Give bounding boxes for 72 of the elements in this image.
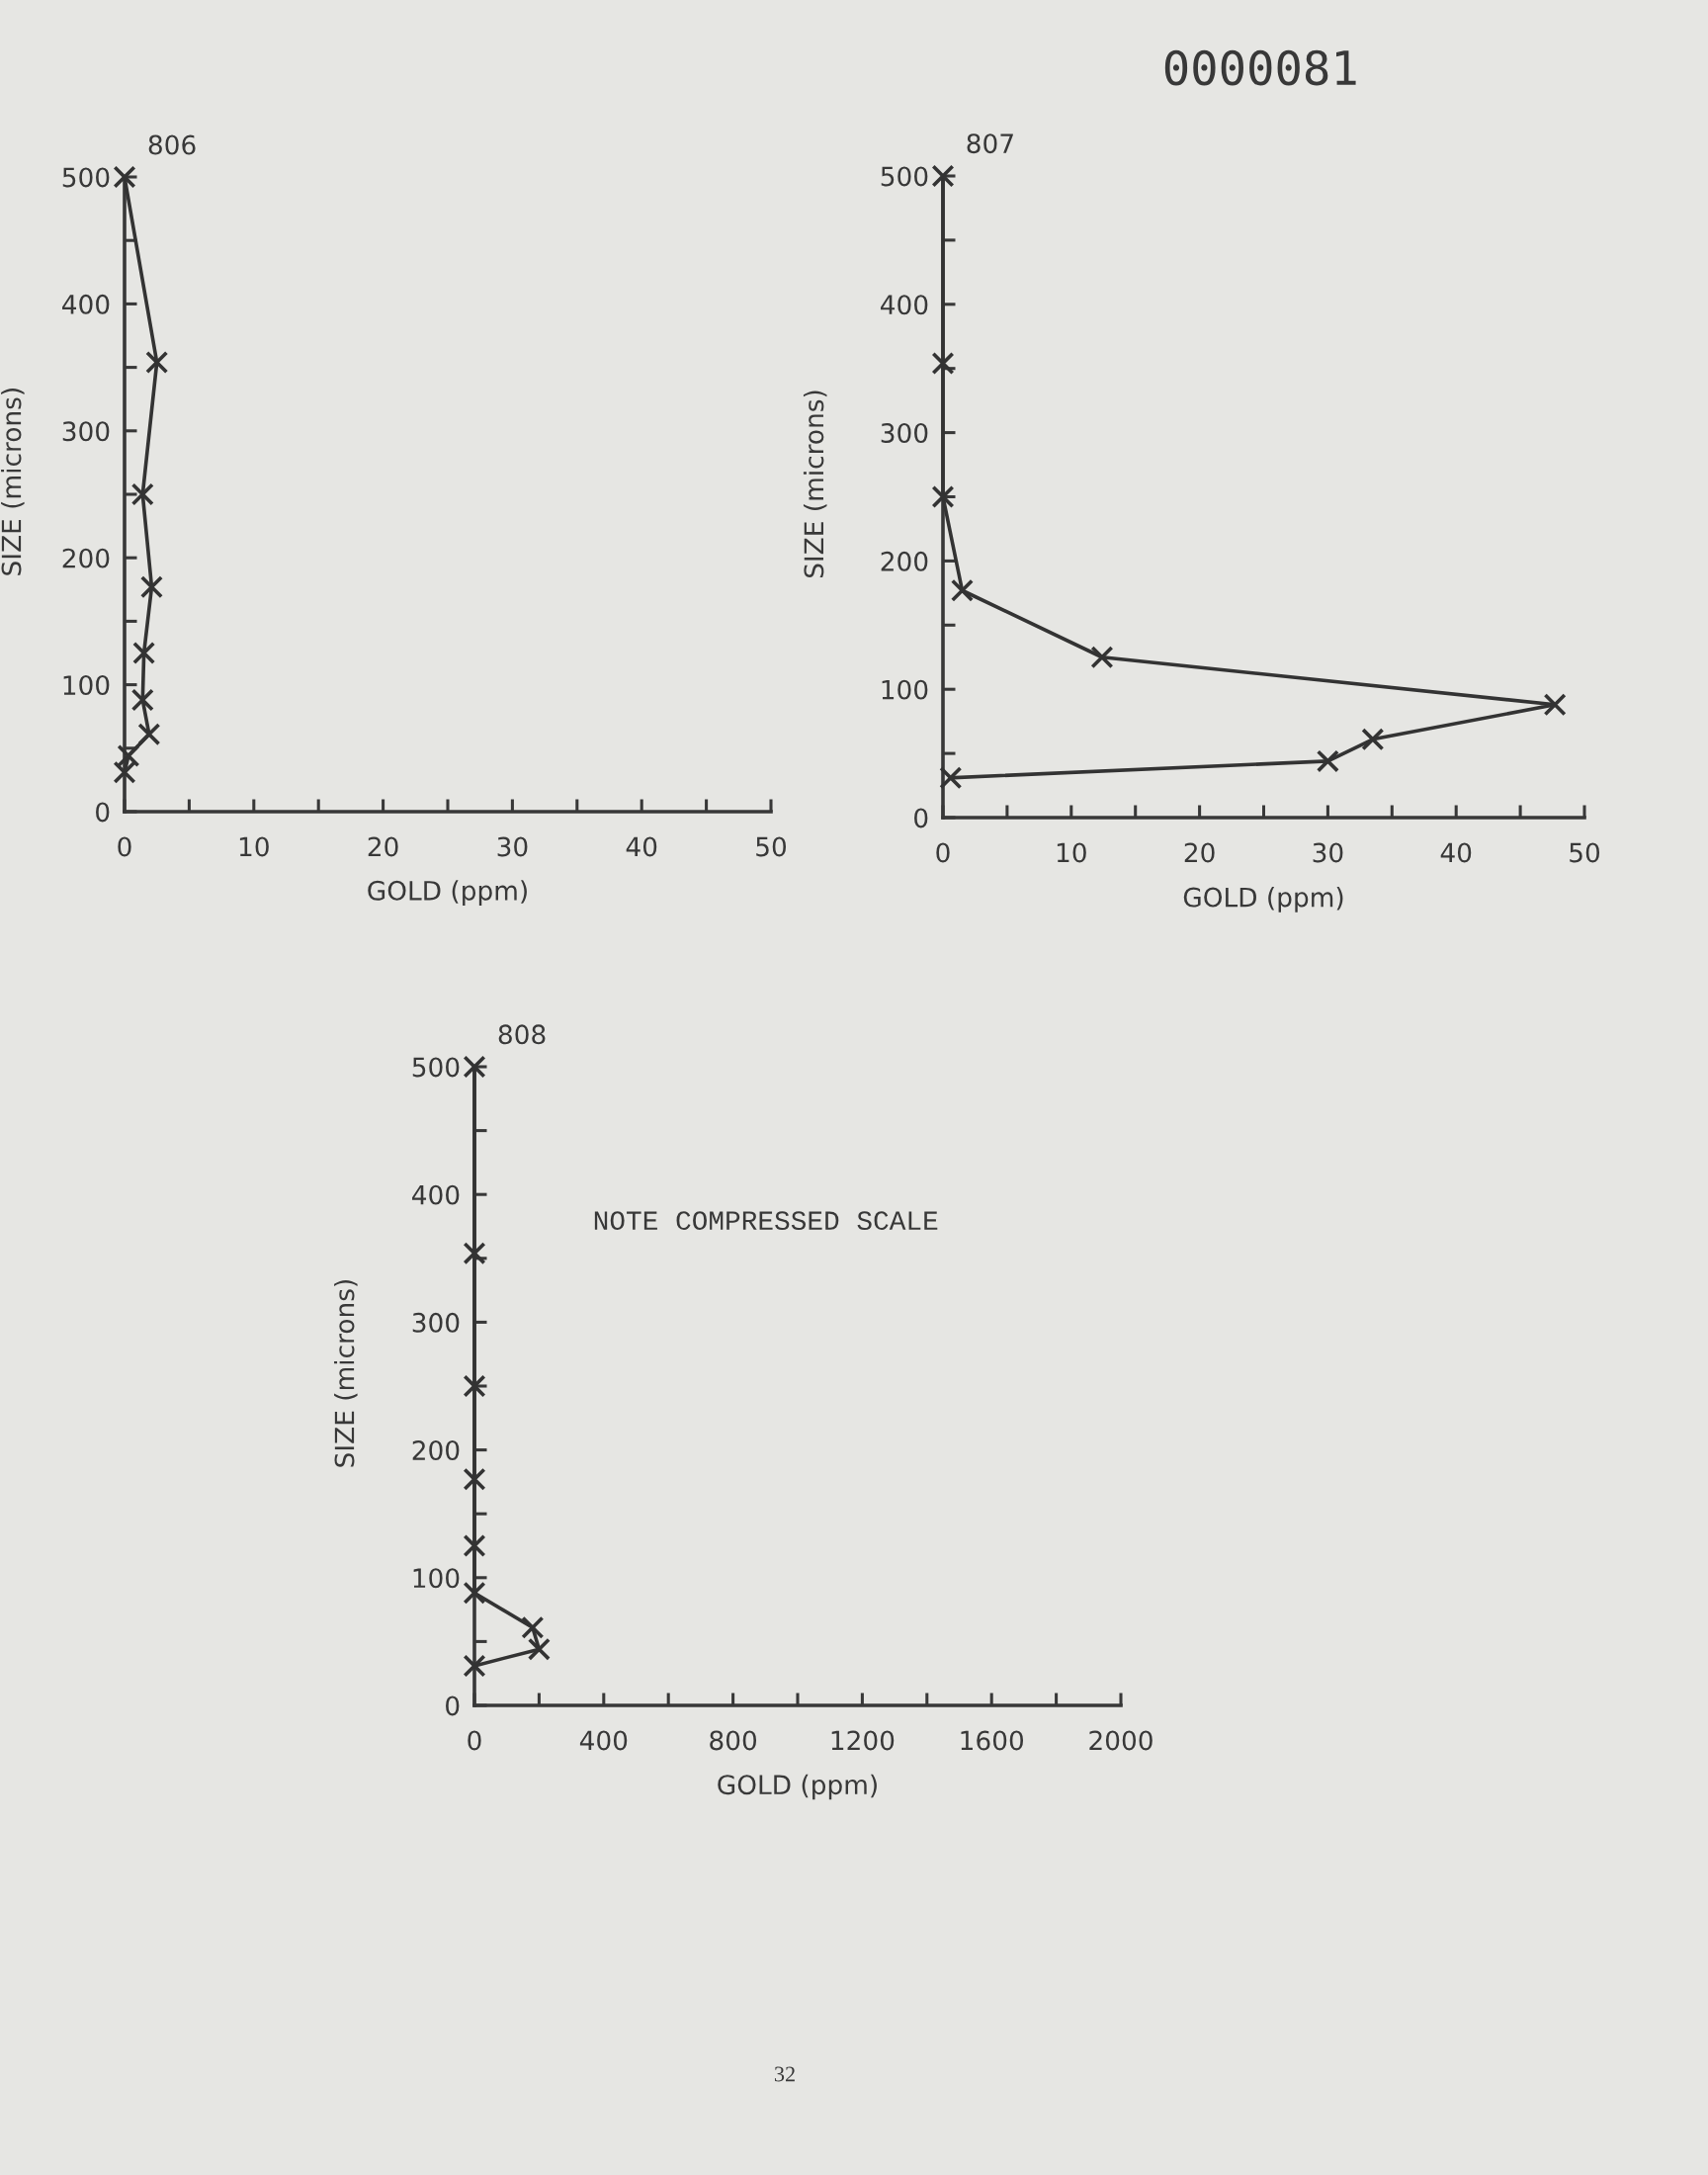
annotation: NOTE COMPRESSED SCALE xyxy=(594,1211,938,1231)
text: 0000081 xyxy=(1164,49,1356,86)
x-tick-label: 20 xyxy=(368,836,398,857)
y-tick-label: 200 xyxy=(62,548,110,568)
y-tick-label: 0 xyxy=(96,802,110,823)
point xyxy=(1316,749,1339,773)
y-axis-title: SIZE (microns) xyxy=(803,391,827,578)
y-tick-label: 200 xyxy=(881,551,928,571)
point xyxy=(931,484,955,509)
y-tick-label: 100 xyxy=(413,1568,460,1589)
y-tick-label: 500 xyxy=(412,1057,460,1078)
point xyxy=(931,351,955,376)
y-tick-label: 500 xyxy=(881,166,928,187)
x-tick-label: 0 xyxy=(936,842,950,863)
point xyxy=(463,1242,486,1265)
point xyxy=(463,1374,486,1398)
y-tick-label: 400 xyxy=(412,1184,460,1205)
point xyxy=(132,641,156,665)
chart-title: 807 xyxy=(967,133,1013,154)
y-tick-label: 400 xyxy=(62,294,110,314)
x-tick-label: 10 xyxy=(239,836,269,857)
text: 32 xyxy=(774,2066,795,2082)
y-tick-label: 300 xyxy=(412,1312,460,1333)
y-tick-label: 400 xyxy=(881,295,928,315)
y-axis-title: SIZE (microns) xyxy=(334,1280,358,1467)
point xyxy=(527,1637,551,1661)
point xyxy=(1543,693,1567,717)
point xyxy=(463,1581,486,1605)
x-tick-label: 800 xyxy=(710,1730,757,1751)
x-axis-title: GOLD (ppm) xyxy=(368,880,527,906)
x-tick-label: 30 xyxy=(1313,842,1343,863)
y-axis-title: SIZE (microns) xyxy=(1,389,25,575)
x-axis-title: GOLD (ppm) xyxy=(1183,887,1343,913)
point xyxy=(1090,646,1114,669)
x-tick-label: 0 xyxy=(468,1730,481,1751)
point xyxy=(939,766,963,790)
x-tick-label: 30 xyxy=(497,836,528,857)
x-tick-label: 20 xyxy=(1184,842,1215,863)
point xyxy=(139,575,163,599)
point xyxy=(130,482,154,506)
y-tick-label: 100 xyxy=(63,675,110,695)
point xyxy=(463,1654,486,1678)
y-tick-label: 0 xyxy=(446,1696,460,1716)
x-tick-label: 0 xyxy=(118,836,131,857)
x-tick-label: 50 xyxy=(756,836,787,857)
x-tick-label: 400 xyxy=(579,1730,628,1751)
point xyxy=(521,1615,545,1639)
point xyxy=(117,743,140,768)
x-tick-label: 1600 xyxy=(961,1730,1024,1751)
point xyxy=(130,688,154,712)
y-tick-label: 200 xyxy=(412,1440,460,1460)
chart-title: 808 xyxy=(498,1024,546,1045)
y-tick-label: 100 xyxy=(882,679,928,700)
x-tick-label: 10 xyxy=(1057,842,1086,863)
x-tick-label: 1200 xyxy=(831,1730,895,1751)
x-tick-label: 50 xyxy=(1570,842,1600,863)
y-tick-label: 500 xyxy=(62,167,110,188)
x-tick-label: 2000 xyxy=(1089,1730,1153,1751)
point xyxy=(950,578,974,602)
y-tick-label: 300 xyxy=(881,423,928,443)
point xyxy=(145,350,169,374)
point xyxy=(113,760,136,784)
y-tick-label: 300 xyxy=(62,421,110,442)
y-tick-label: 0 xyxy=(914,808,928,828)
x-tick-label: 40 xyxy=(1440,842,1472,863)
chart-title: 806 xyxy=(148,134,196,155)
x-tick-label: 40 xyxy=(626,836,657,857)
point xyxy=(463,1533,486,1558)
point xyxy=(463,1467,486,1491)
point xyxy=(1361,728,1385,751)
point xyxy=(137,723,161,746)
x-axis-title: GOLD (ppm) xyxy=(718,1774,877,1800)
